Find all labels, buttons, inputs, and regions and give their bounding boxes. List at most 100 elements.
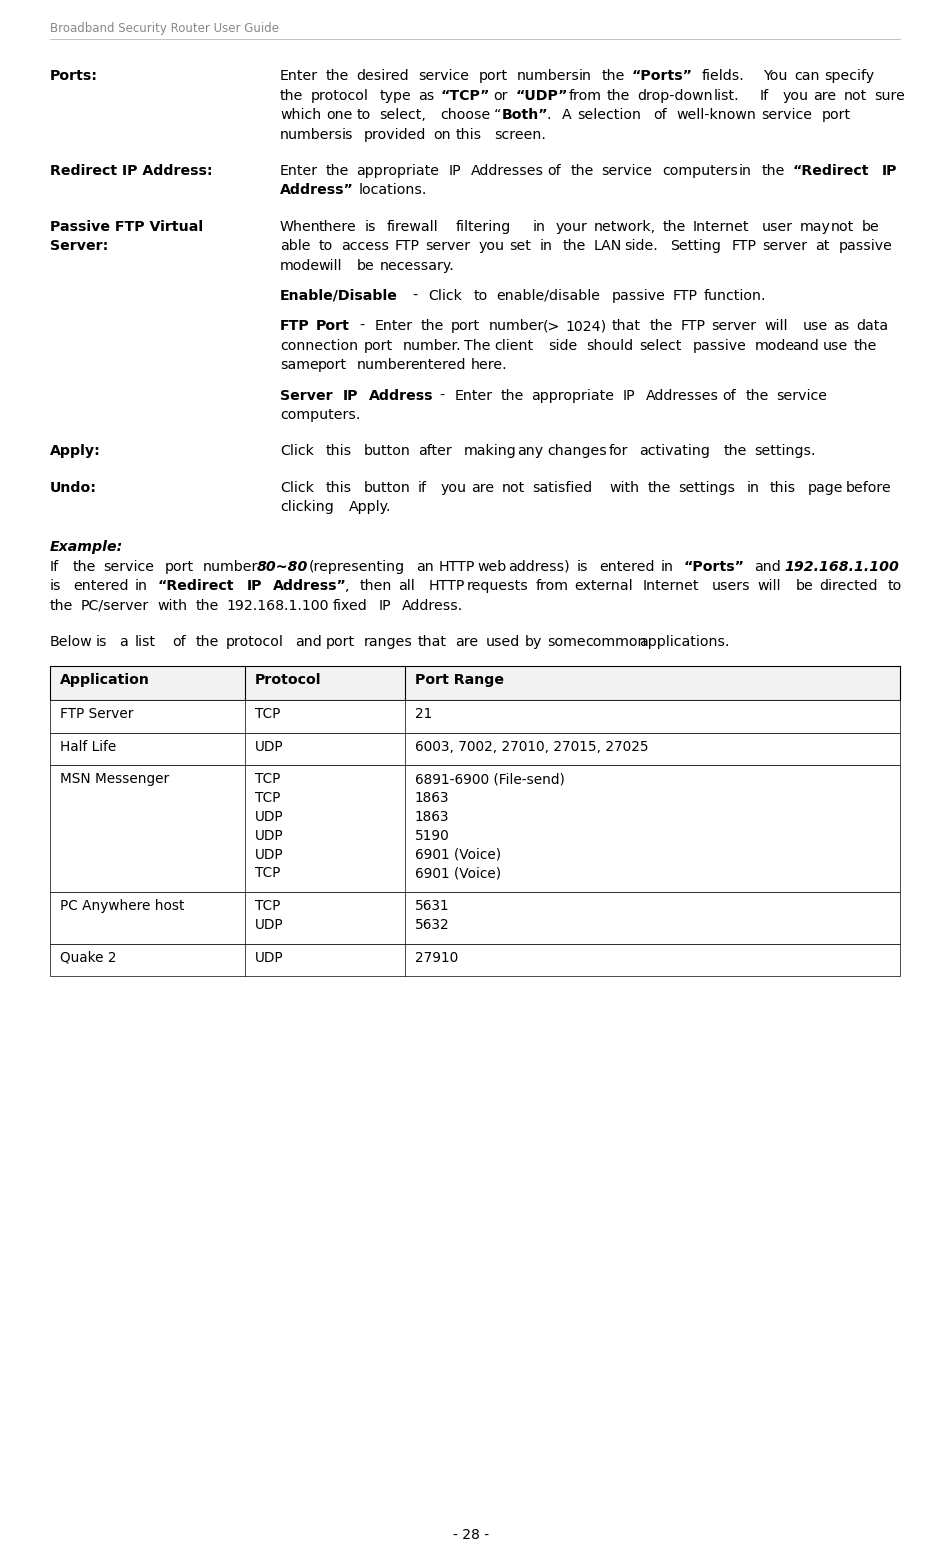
Text: the: the: [326, 163, 349, 177]
Text: are: are: [455, 635, 479, 649]
Text: list.: list.: [713, 89, 739, 103]
Text: mode: mode: [755, 339, 794, 353]
Text: FTP: FTP: [395, 240, 420, 254]
Text: type: type: [380, 89, 412, 103]
Text: 80~80: 80~80: [256, 560, 308, 574]
Text: use: use: [803, 319, 828, 333]
Text: IP: IP: [343, 389, 358, 403]
Text: be: be: [356, 258, 374, 272]
Text: Internet: Internet: [642, 579, 699, 593]
Text: the: the: [563, 240, 587, 254]
Text: making: making: [463, 445, 516, 459]
Text: IP: IP: [882, 163, 898, 177]
Text: clicking: clicking: [280, 499, 333, 513]
Text: side: side: [547, 339, 577, 353]
Text: fields.: fields.: [702, 68, 745, 82]
Text: Address”: Address”: [273, 579, 347, 593]
Text: Port Range: Port Range: [415, 674, 504, 688]
Text: (>: (>: [543, 319, 560, 333]
Text: 21: 21: [415, 706, 432, 720]
Text: settings: settings: [678, 481, 735, 495]
Text: client: client: [495, 339, 533, 353]
Text: IP: IP: [448, 163, 461, 177]
Text: Application: Application: [60, 674, 150, 688]
Text: -: -: [439, 389, 445, 403]
Text: “Redirect: “Redirect: [157, 579, 234, 593]
Text: use: use: [823, 339, 849, 353]
Text: be: be: [796, 579, 814, 593]
Text: -: -: [413, 289, 418, 303]
Text: address): address): [508, 560, 569, 574]
Text: 6901 (Voice): 6901 (Voice): [415, 848, 501, 862]
Text: If: If: [759, 89, 769, 103]
Text: well-known: well-known: [676, 107, 756, 121]
Text: the: the: [647, 481, 671, 495]
Text: service: service: [104, 560, 154, 574]
Text: will: will: [318, 258, 342, 272]
Text: here.: here.: [471, 358, 508, 372]
Text: is: is: [577, 560, 588, 574]
Text: the: the: [195, 599, 219, 613]
Text: The: The: [463, 339, 490, 353]
Text: IP: IP: [623, 389, 636, 403]
Text: the: the: [280, 89, 303, 103]
Text: port: port: [479, 68, 508, 82]
Text: FTP: FTP: [280, 319, 310, 333]
Text: UDP: UDP: [255, 829, 284, 843]
Text: users: users: [712, 579, 751, 593]
Text: IP: IP: [379, 599, 392, 613]
Text: external: external: [574, 579, 633, 593]
Text: Port: Port: [316, 319, 349, 333]
Text: screen.: screen.: [495, 128, 546, 142]
Text: there: there: [318, 219, 356, 233]
Text: Address”: Address”: [280, 184, 354, 198]
Text: the: the: [571, 163, 594, 177]
Text: not: not: [831, 219, 854, 233]
Text: in: in: [540, 240, 553, 254]
Text: to: to: [474, 289, 488, 303]
Text: PC/server: PC/server: [81, 599, 149, 613]
Text: of: of: [547, 163, 561, 177]
Text: the: the: [500, 389, 524, 403]
Text: web: web: [478, 560, 507, 574]
Text: entered: entered: [73, 579, 128, 593]
Text: directed: directed: [819, 579, 877, 593]
Text: locations.: locations.: [359, 184, 428, 198]
Text: ranges: ranges: [364, 635, 413, 649]
Text: to: to: [356, 107, 371, 121]
Text: 192.168.1.100: 192.168.1.100: [226, 599, 329, 613]
Text: common: common: [586, 635, 647, 649]
Text: this: this: [456, 128, 482, 142]
Text: some: some: [547, 635, 586, 649]
Text: as: as: [834, 319, 850, 333]
Text: not: not: [843, 89, 867, 103]
Text: UDP: UDP: [255, 918, 284, 932]
Text: this: this: [770, 481, 796, 495]
Text: service: service: [601, 163, 652, 177]
Text: function.: function.: [704, 289, 766, 303]
Text: and: and: [792, 339, 820, 353]
Text: that: that: [611, 319, 641, 333]
Text: 5631: 5631: [415, 899, 449, 913]
Text: passive: passive: [838, 240, 892, 254]
Text: Address: Address: [369, 389, 433, 403]
Text: after: after: [417, 445, 451, 459]
Text: Quake 2: Quake 2: [60, 951, 117, 965]
Text: IP: IP: [247, 579, 262, 593]
Text: You: You: [763, 68, 788, 82]
Text: choose: choose: [441, 107, 491, 121]
Text: are: are: [813, 89, 836, 103]
Text: by: by: [525, 635, 542, 649]
Text: Below: Below: [50, 635, 92, 649]
Text: in: in: [532, 219, 545, 233]
Text: number.: number.: [402, 339, 461, 353]
Text: Server: Server: [280, 389, 333, 403]
Text: LAN: LAN: [593, 240, 622, 254]
Text: Enter: Enter: [455, 389, 493, 403]
Text: server: server: [711, 319, 756, 333]
Text: 192.168.1.100: 192.168.1.100: [785, 560, 900, 574]
Text: in: in: [578, 68, 592, 82]
Text: 5632: 5632: [415, 918, 449, 932]
Text: or: or: [493, 89, 508, 103]
Text: Enter: Enter: [280, 68, 318, 82]
